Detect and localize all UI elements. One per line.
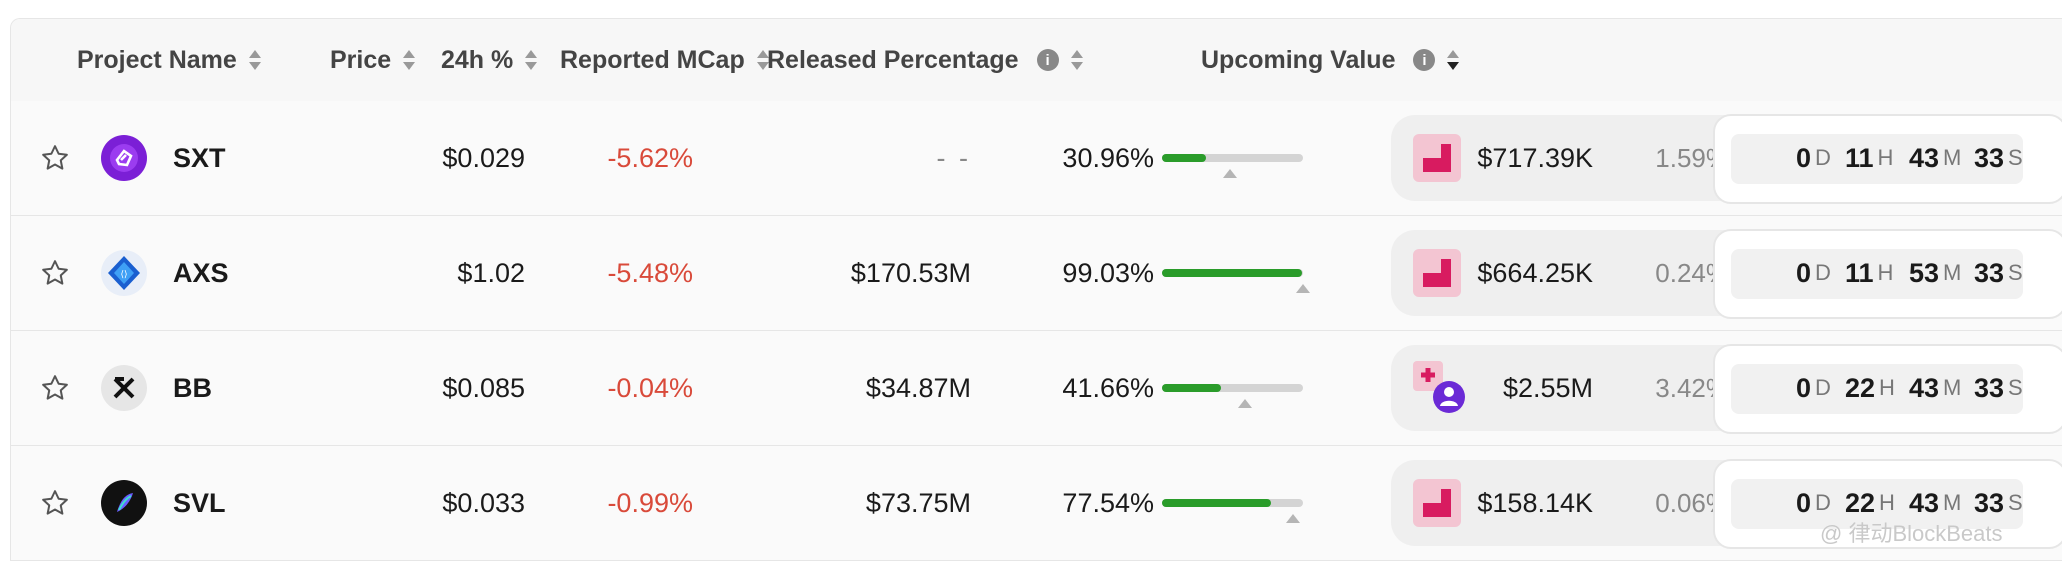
progress-fill: [1162, 269, 1302, 277]
sort-icon[interactable]: [525, 49, 538, 71]
change-24h-value: -5.62%: [607, 142, 693, 173]
header-24h-change[interactable]: 24h %: [441, 19, 538, 101]
table-row[interactable]: ⟨⟩ AXS $1.02 -5.48% $170.53M 99.03% $664…: [11, 216, 2062, 331]
project-name[interactable]: SXT: [173, 142, 226, 173]
table-row[interactable]: SXT $0.029 -5.62% - - 30.96% $717.39K 1.…: [11, 101, 2062, 216]
price-value: $0.033: [442, 487, 525, 518]
header-released-percentage[interactable]: Released Percentage i: [767, 19, 1083, 101]
upcoming-marker-icon: [1296, 284, 1310, 293]
header-reported-mcap[interactable]: Reported MCap: [560, 19, 769, 101]
price-value: $0.085: [442, 372, 525, 403]
multi-unlock-icon: [1413, 361, 1465, 413]
project-name[interactable]: SVL: [173, 487, 226, 518]
project-name[interactable]: BB: [173, 372, 212, 403]
released-percentage-value: 41.66%: [1062, 372, 1154, 403]
upcoming-value-amount: $664.25K: [1477, 257, 1593, 288]
released-progress-bar: [1162, 216, 1310, 330]
unlock-chart-icon: [1413, 479, 1461, 527]
released-progress-bar: [1162, 446, 1303, 560]
unlock-chart-icon: [1413, 134, 1461, 182]
favorite-star-icon[interactable]: [28, 216, 82, 330]
countdown-hours: 11 H: [1845, 142, 1894, 173]
upcoming-value-amount: $158.14K: [1477, 487, 1593, 518]
header-upcoming-value[interactable]: Upcoming Value i: [1201, 19, 1460, 101]
released-percentage-value: 30.96%: [1062, 142, 1154, 173]
countdown-seconds: 33 S: [1974, 257, 2023, 288]
countdown-hours: 11 H: [1845, 257, 1894, 288]
unlock-chart-icon: [1413, 249, 1461, 297]
progress-track: [1162, 269, 1310, 293]
reported-mcap-value: - -: [936, 142, 971, 173]
progress-fill: [1162, 499, 1271, 507]
change-24h-value: -5.48%: [607, 257, 693, 288]
price-value: $0.029: [442, 142, 525, 173]
svg-text:⟨⟩: ⟨⟩: [120, 270, 127, 280]
token-unlock-table: Project Name Price 24h % Reported MCap R…: [10, 18, 2062, 561]
countdown-seconds: 33 S: [1974, 372, 2023, 403]
countdown-seconds: 33 S: [1974, 142, 2023, 173]
change-24h-value: -0.04%: [607, 372, 693, 403]
reported-mcap-value: $73.75M: [865, 487, 971, 518]
countdown-minutes: 43 M: [1909, 487, 1962, 518]
released-percentage-value: 99.03%: [1062, 257, 1154, 288]
upcoming-marker-icon: [1286, 514, 1300, 523]
info-icon[interactable]: i: [1413, 49, 1436, 71]
progress-track: [1162, 499, 1303, 523]
countdown-minutes: 53 M: [1909, 257, 1962, 288]
upcoming-marker-icon: [1223, 169, 1237, 178]
favorite-star-icon[interactable]: [28, 446, 82, 560]
svl-logo-icon: [101, 446, 147, 560]
countdown-minutes: 43 M: [1909, 372, 1962, 403]
table-row[interactable]: BB $0.085 -0.04% $34.87M 41.66% $2.55M 3…: [11, 331, 2062, 446]
countdown-hours: 22 H: [1845, 372, 1895, 403]
countdown-seconds: 33 S: [1974, 487, 2023, 518]
released-progress-bar: [1162, 101, 1303, 215]
upcoming-value-amount: $2.55M: [1502, 372, 1593, 403]
unlock-countdown: [1713, 459, 2062, 549]
sort-icon[interactable]: [756, 49, 769, 71]
unlock-countdown: [1713, 229, 2062, 319]
table-row[interactable]: SVL $0.033 -0.99% $73.75M 77.54% $158.14…: [11, 446, 2062, 560]
reported-mcap-value: $170.53M: [850, 257, 971, 288]
axs-logo-icon: ⟨⟩: [101, 216, 147, 330]
progress-track: [1162, 154, 1303, 178]
header-project-name[interactable]: Project Name: [77, 19, 261, 101]
change-24h-value: -0.99%: [607, 487, 693, 518]
watermark: @ 律动BlockBeats: [1820, 521, 2003, 546]
info-icon[interactable]: i: [1036, 49, 1059, 71]
unlock-countdown: [1713, 344, 2062, 434]
released-progress-bar: [1162, 331, 1303, 445]
reported-mcap-value: $34.87M: [865, 372, 971, 403]
sort-icon[interactable]: [248, 49, 261, 71]
header-price[interactable]: Price: [330, 19, 416, 101]
sort-icon[interactable]: [403, 49, 416, 71]
sort-icon[interactable]: [1070, 49, 1083, 71]
unlock-countdown: [1713, 114, 2062, 204]
project-name[interactable]: AXS: [173, 257, 229, 288]
favorite-star-icon[interactable]: [28, 331, 82, 445]
bb-logo-icon: [101, 331, 147, 445]
countdown-minutes: 43 M: [1909, 142, 1962, 173]
progress-fill: [1162, 154, 1206, 162]
favorite-star-icon[interactable]: [28, 101, 82, 215]
sort-icon[interactable]: [1447, 49, 1460, 71]
progress-fill: [1162, 384, 1221, 392]
table-header: Project Name Price 24h % Reported MCap R…: [11, 19, 2062, 102]
upcoming-marker-icon: [1238, 399, 1252, 408]
released-percentage-value: 77.54%: [1062, 487, 1154, 518]
price-value: $1.02: [457, 257, 525, 288]
progress-track: [1162, 384, 1303, 408]
sxt-logo-icon: [101, 101, 147, 215]
countdown-hours: 22 H: [1845, 487, 1895, 518]
upcoming-value-amount: $717.39K: [1477, 142, 1593, 173]
